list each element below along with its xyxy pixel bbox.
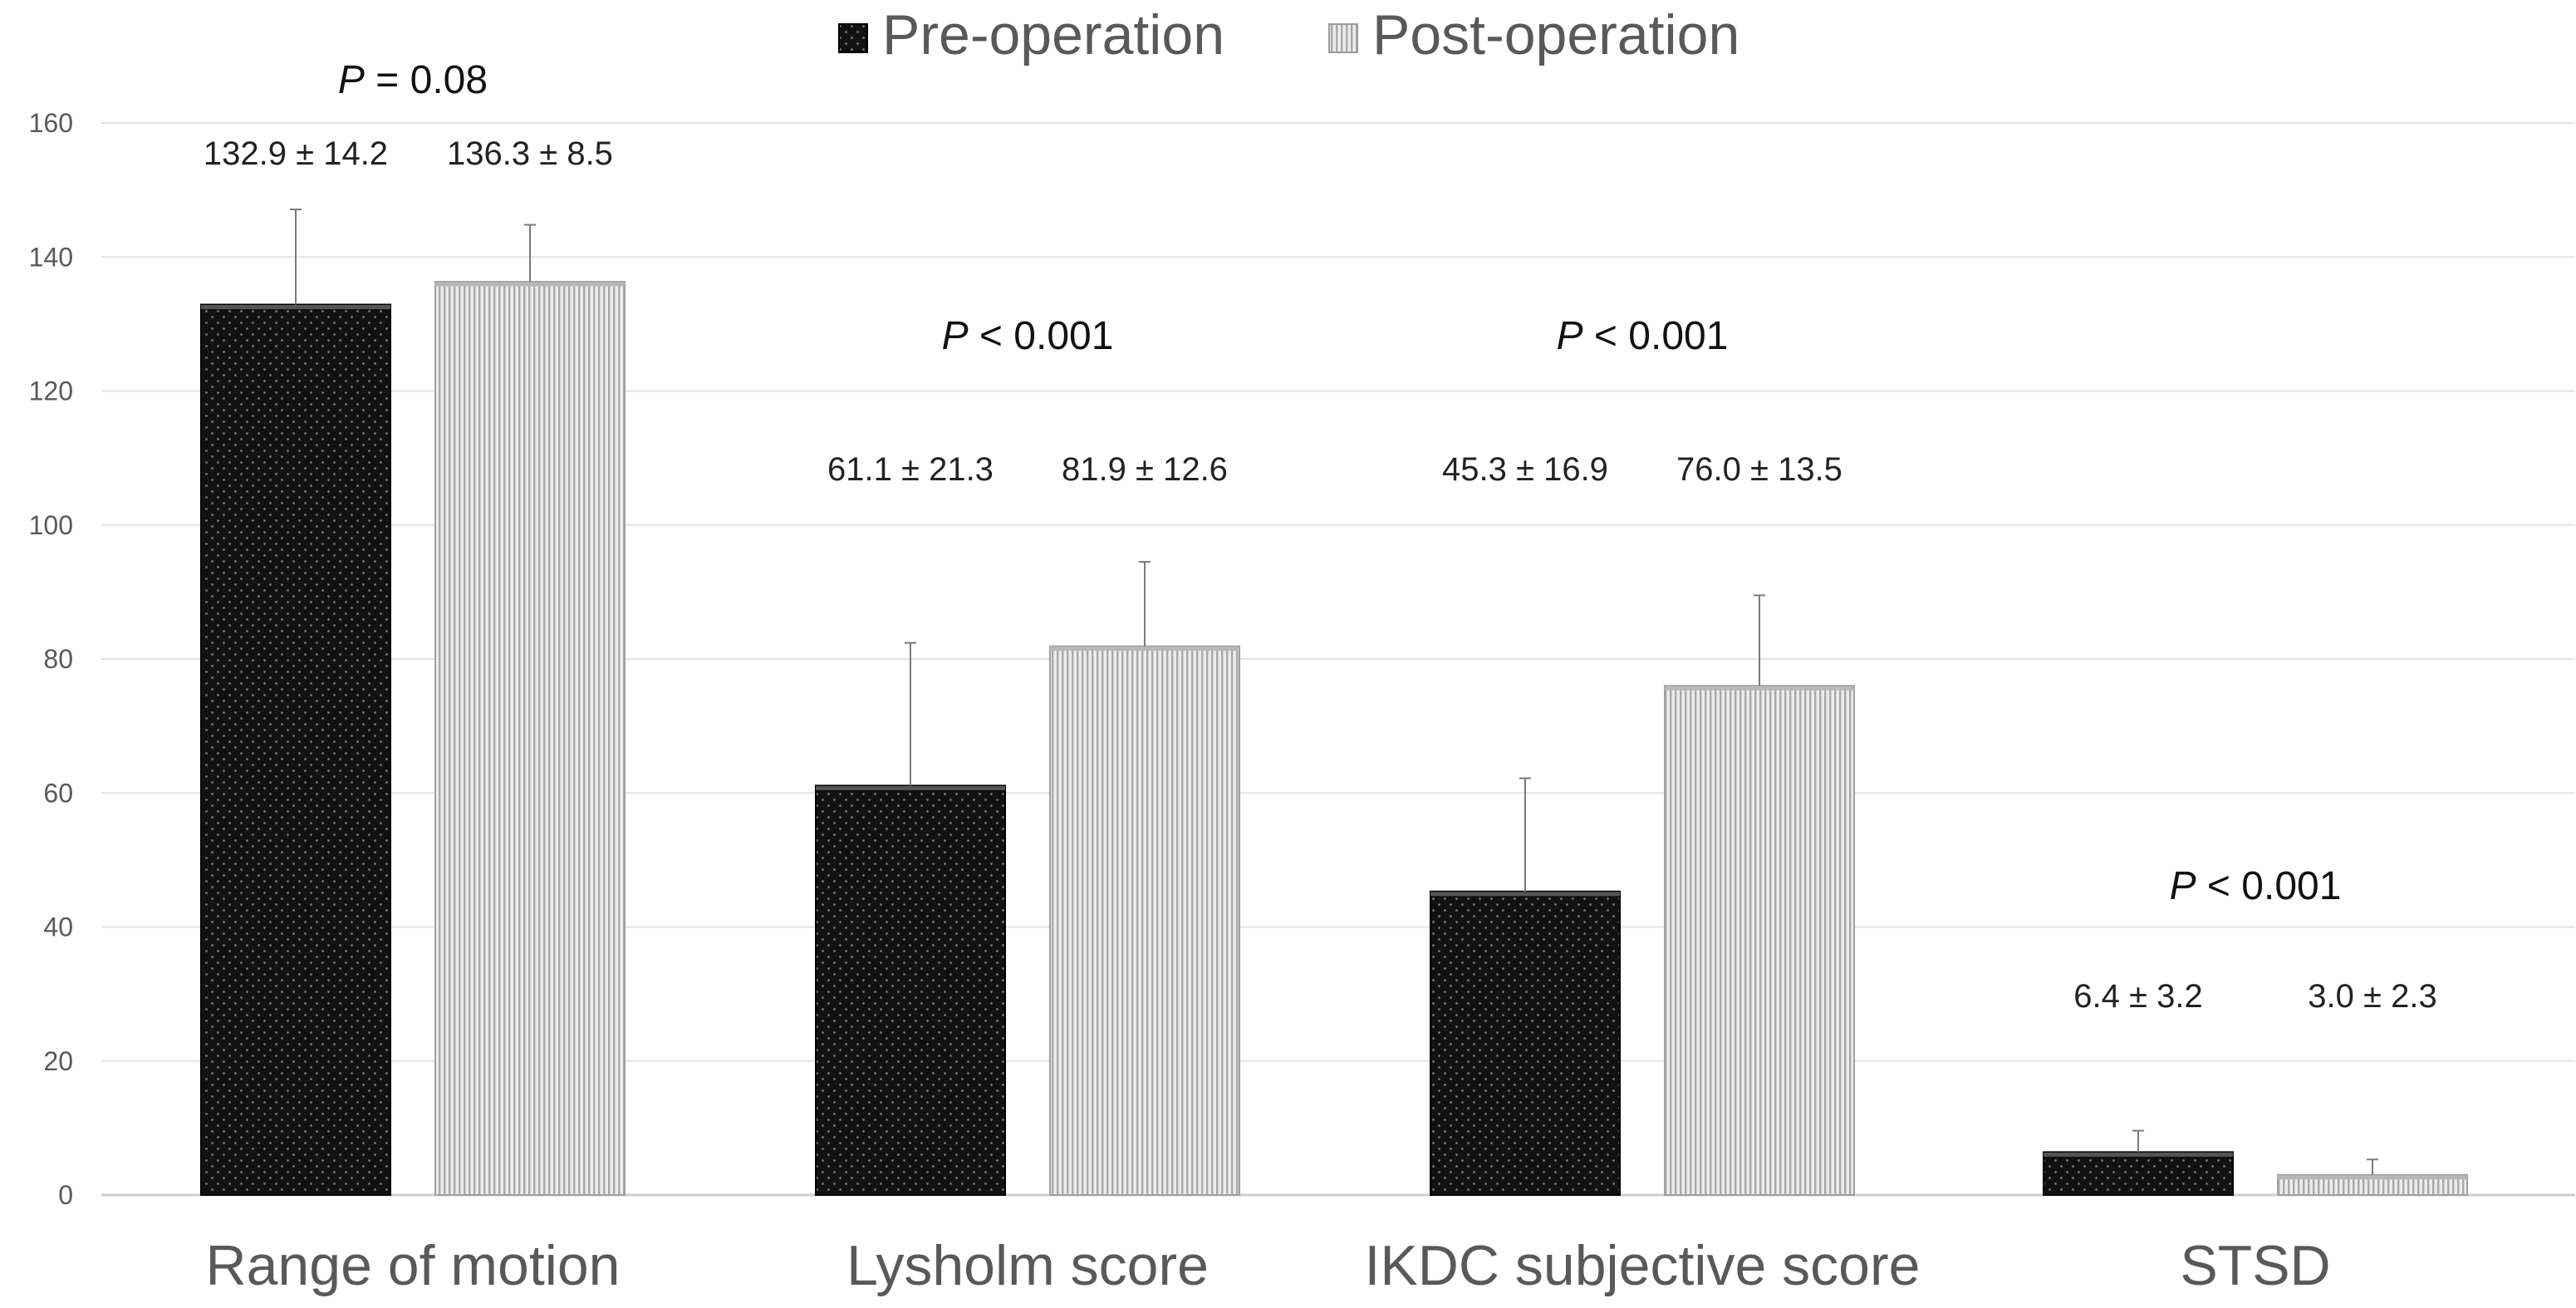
y-tick-label: 40	[43, 912, 73, 942]
bar	[1430, 890, 1621, 1197]
legend: Pre-operation Post-operation	[838, 3, 1739, 66]
bar	[2043, 1151, 2234, 1197]
y-tick-label: 60	[43, 778, 73, 808]
value-label: 132.9 ± 14.2	[204, 135, 388, 172]
y-tick-label: 120	[29, 376, 73, 406]
p-value-label: P < 0.001	[942, 314, 1114, 358]
x-category-label: Lysholm score	[846, 1234, 1209, 1297]
error-bars	[290, 209, 2378, 1175]
value-labels: 132.9 ± 14.2 136.3 ± 8.5 61.1 ± 21.3 81.9 ±…	[204, 135, 2437, 1015]
value-label: 76.0 ± 13.5	[1676, 451, 1842, 488]
x-category-label: Range of motion	[206, 1234, 621, 1297]
bars	[200, 281, 2468, 1197]
p-value-label: P < 0.001	[1557, 314, 1729, 358]
bar	[200, 303, 391, 1196]
y-tick-label: 160	[29, 108, 73, 138]
value-label: 136.3 ± 8.5	[447, 135, 613, 172]
value-label: 3.0 ± 2.3	[2308, 978, 2436, 1015]
x-axis: Range of motion Lysholm score IKDC subject…	[206, 1234, 2331, 1297]
bar	[434, 281, 626, 1196]
value-label: 81.9 ± 12.6	[1062, 451, 1228, 488]
legend-swatch-post-operation	[1328, 23, 1358, 53]
value-label: 61.1 ± 21.3	[827, 451, 994, 488]
y-tick-label: 100	[29, 510, 73, 540]
y-tick-label: 80	[43, 644, 73, 674]
p-values: P = 0.08 P < 0.001 P < 0.001 P < 0.001	[338, 58, 2341, 908]
p-value-label: P < 0.001	[2170, 864, 2342, 908]
y-axis: 0 20 40 60 80 100 120 140 160	[29, 108, 73, 1210]
value-label: 45.3 ± 16.9	[1442, 451, 1608, 488]
bar	[815, 784, 1006, 1196]
legend-label-post-operation: Post-operation	[1372, 3, 1739, 66]
bar	[1664, 685, 1855, 1196]
y-tick-label: 140	[29, 242, 73, 272]
p-value-label: P = 0.08	[338, 58, 488, 102]
x-category-label: STSD	[2180, 1234, 2330, 1297]
y-tick-label: 20	[43, 1046, 73, 1076]
x-category-label: IKDC subjective score	[1365, 1234, 1921, 1297]
bar	[1049, 645, 1240, 1196]
value-label: 6.4 ± 3.2	[2073, 978, 2202, 1015]
legend-swatch-pre-operation	[838, 23, 868, 53]
legend-label-pre-operation: Pre-operation	[882, 3, 1224, 66]
y-tick-label: 0	[58, 1180, 73, 1210]
